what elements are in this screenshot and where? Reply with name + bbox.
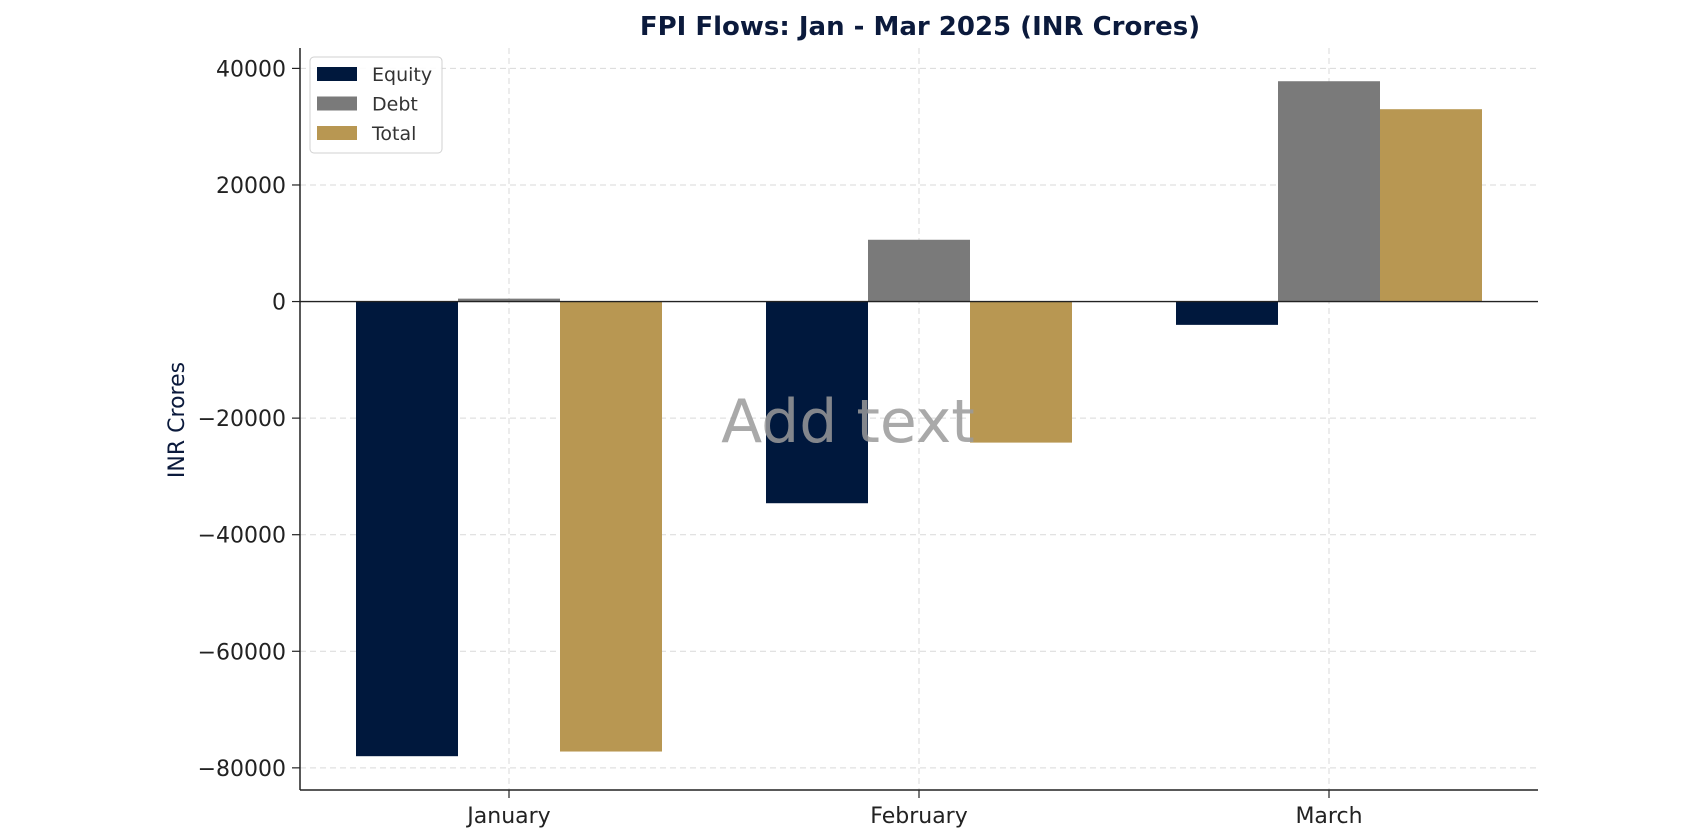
bar-debt-february [868,239,970,302]
y-tick-label: −80000 [198,757,286,782]
legend-swatch-total [317,126,357,140]
legend-label-equity: Equity [372,64,432,86]
bar-total-february [970,301,1072,443]
x-tick-label-january: January [465,804,550,829]
axes-layer [292,48,1538,798]
bar-debt-january [458,298,560,302]
bar-equity-january [356,301,458,757]
legend: Equity Debt Total [309,56,443,154]
bar-debt-march [1278,81,1380,302]
y-tick-label: −40000 [198,524,286,549]
legend-label-debt: Debt [372,94,418,116]
x-tick-label-march: March [1295,804,1362,829]
y-tick-label: 0 [272,291,286,316]
y-tick-label: −20000 [198,407,286,432]
chart-title: FPI Flows: Jan - Mar 2025 (INR Crores) [640,12,1200,42]
legend-swatch-debt [317,96,357,111]
legend-swatch-equity [317,67,357,81]
x-tick-label-february: February [870,804,968,829]
y-tick-label: 40000 [216,57,286,82]
y-axis-label: INR Crores [165,362,190,478]
y-tick-label: −60000 [198,640,286,665]
bar-equity-march [1176,301,1278,325]
y-tick-labels: 40000 20000 0 −20000 −40000 −60000 −80000 [198,57,286,781]
bars-layer [356,81,1482,757]
add-text-overlay[interactable]: Add text [721,387,975,457]
y-tick-label: 20000 [216,174,286,199]
legend-label-total: Total [371,123,416,145]
bar-total-march [1380,109,1482,302]
x-tick-labels: January February March [465,804,1362,829]
bar-total-january [560,301,662,752]
bar-equity-february [766,301,868,504]
